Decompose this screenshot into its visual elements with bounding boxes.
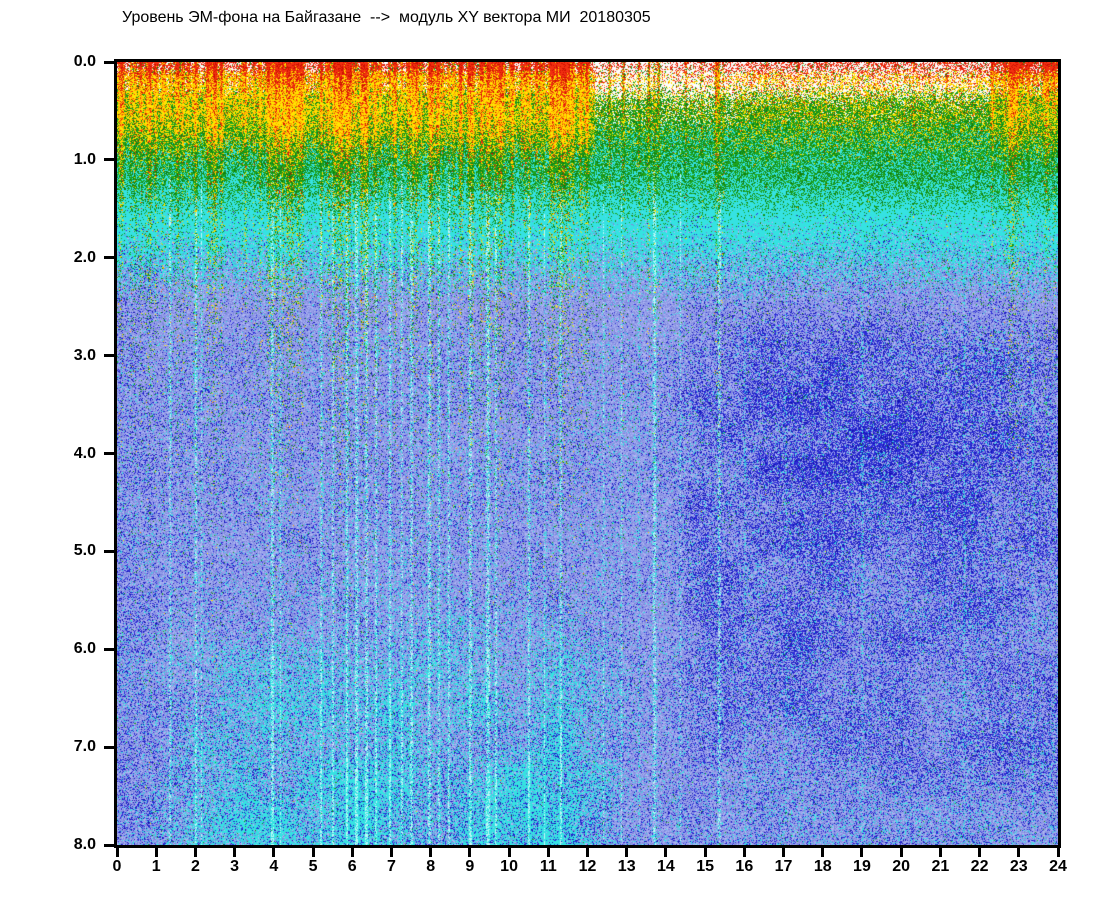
x-tick-label: 1 (151, 858, 161, 875)
x-tick (978, 848, 982, 857)
x-tick (938, 848, 942, 857)
x-tick (546, 848, 550, 857)
x-tick (507, 848, 511, 857)
x-tick (860, 848, 864, 857)
x-tick-label: 10 (500, 858, 518, 875)
chart-title: Уровень ЭМ-фона на Байгазане --> модуль … (122, 9, 651, 26)
x-tick (821, 848, 825, 857)
x-tick-label: 7 (387, 858, 396, 875)
y-tick (104, 60, 114, 64)
y-tick (104, 158, 114, 162)
x-tick (782, 848, 786, 857)
y-tick (104, 843, 114, 847)
x-tick (233, 848, 237, 857)
x-tick (664, 848, 668, 857)
x-tick-label: 15 (696, 858, 715, 875)
spectrogram-canvas (117, 62, 1058, 845)
x-tick-label: 0 (112, 858, 122, 875)
y-tick-label: 4.0 (73, 444, 96, 462)
x-tick-label: 22 (970, 858, 989, 875)
x-tick (272, 848, 276, 857)
x-tick (625, 848, 629, 857)
x-tick-label: 18 (813, 858, 832, 875)
y-tick-label: 0.0 (73, 53, 96, 70)
x-tick (311, 848, 315, 857)
x-tick-label: 16 (735, 858, 754, 875)
x-tick-label: 9 (465, 858, 475, 875)
y-tick (104, 256, 114, 260)
x-tick-label: 24 (1049, 858, 1067, 875)
y-tick-label: 7.0 (73, 738, 96, 756)
x-tick (1056, 848, 1060, 857)
plot-area (114, 59, 1061, 848)
x-tick-label: 6 (347, 858, 357, 875)
y-tick-label: 6.0 (73, 640, 96, 658)
y-tick (104, 354, 114, 358)
x-tick-label: 20 (892, 858, 911, 875)
x-tick-label: 12 (578, 858, 597, 875)
x-tick (389, 848, 393, 857)
y-tick (104, 452, 114, 455)
y-tick (104, 647, 114, 651)
x-tick (115, 848, 119, 857)
x-tick-label: 5 (308, 858, 318, 875)
x-tick (703, 848, 707, 857)
x-tick-label: 11 (539, 858, 557, 875)
x-tick (468, 848, 472, 857)
x-tick (193, 848, 197, 857)
y-tick-label: 1.0 (73, 150, 96, 168)
x-tick-label: 19 (853, 858, 871, 875)
x-tick-label: 17 (774, 858, 793, 875)
x-tick (1017, 848, 1021, 857)
y-tick-label: 2.0 (73, 248, 96, 266)
x-tick-label: 2 (190, 858, 200, 875)
y-tick (104, 745, 114, 749)
x-tick (742, 848, 746, 857)
y-tick-label: 5.0 (73, 542, 96, 560)
y-tick-label: 8.0 (73, 836, 96, 853)
x-tick-label: 21 (931, 858, 950, 875)
x-tick (154, 848, 158, 857)
y-tick (104, 549, 114, 553)
x-tick-label: 4 (269, 858, 279, 875)
x-tick-label: 23 (1009, 858, 1028, 875)
x-tick (350, 848, 354, 857)
x-tick-label: 8 (426, 858, 436, 875)
y-tick-label: 3.0 (73, 346, 96, 364)
x-tick-label: 3 (230, 858, 240, 875)
x-tick (899, 848, 903, 857)
x-tick-label: 13 (617, 858, 636, 875)
x-tick (429, 848, 433, 857)
x-tick (586, 848, 589, 857)
x-tick-label: 14 (657, 858, 675, 875)
